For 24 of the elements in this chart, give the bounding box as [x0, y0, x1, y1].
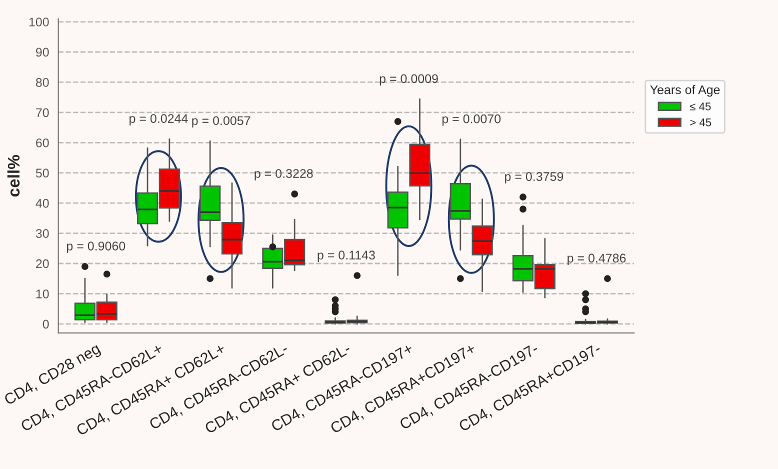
- y-tick-label: 40: [36, 198, 49, 208]
- annotation: p = 0.0070: [442, 114, 501, 126]
- y-tick-label: 100: [29, 18, 49, 26]
- annotation: p = 0.1143: [318, 250, 375, 262]
- y-tick-label: 50: [36, 168, 49, 178]
- legend-label: ≤ 45: [690, 102, 711, 110]
- annotation: p = 0.4786: [568, 254, 626, 266]
- y-tick-label: 10: [36, 290, 49, 298]
- y-tick-label: 90: [36, 48, 49, 57]
- y-tick-label: 20: [36, 259, 49, 268]
- y-tick-label: 60: [36, 138, 49, 148]
- y-tick-label: 30: [36, 229, 49, 238]
- y-tick-label: 0: [42, 320, 49, 329]
- annotation: p = 0.3228: [254, 169, 313, 180]
- annotation: p = 0.0057: [192, 116, 250, 128]
- annotation: p = 0.0244: [130, 114, 188, 126]
- legend-label: > 45: [690, 118, 712, 126]
- annotation: p = 0.9060: [66, 242, 126, 253]
- legend-title: Years of Age: [650, 85, 720, 97]
- y-tick-label: 70: [36, 108, 49, 118]
- y-tick-label: 80: [36, 78, 49, 87]
- annotation: p = 0.0009: [380, 74, 438, 86]
- y-axis-title: cell%: [7, 155, 20, 197]
- annotation: p = 0.3759: [505, 172, 564, 184]
